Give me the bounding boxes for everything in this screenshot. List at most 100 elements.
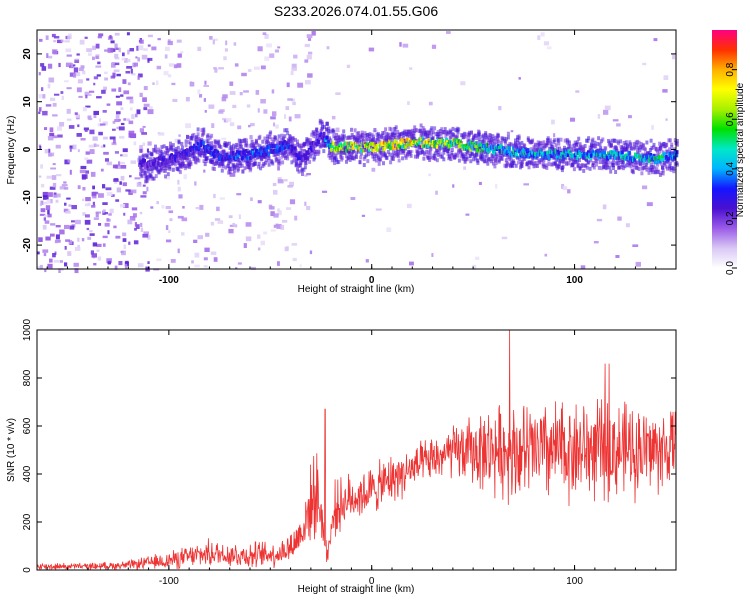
spectrogram-halo-cell: [303, 165, 307, 170]
spectrogram-halo-cell: [391, 157, 395, 161]
spectrogram-halo-cell: [420, 146, 424, 151]
spectrogram-halo-cell: [138, 155, 142, 160]
spectrogram-halo-cell: [329, 138, 333, 143]
spectrogram-halo-cell: [487, 144, 490, 148]
spectrogram-noise-cell: [77, 185, 81, 190]
spectrogram-halo-cell: [428, 151, 432, 156]
spectrogram-noise-cell: [73, 67, 79, 73]
spectrogram-halo-cell: [657, 153, 661, 157]
spectrogram-track-cell: [338, 147, 342, 152]
spectrogram-halo-cell: [169, 146, 173, 151]
spectrogram-halo-cell: [267, 155, 271, 160]
spectrogram-halo-cell: [402, 149, 406, 154]
spectrogram-halo-cell: [374, 151, 378, 156]
spectrogram-noise-cell: [475, 256, 480, 260]
spectrogram-track-cell: [577, 149, 581, 154]
spectrogram-noise-cell: [50, 167, 56, 170]
spectrogram-noise-cell: [156, 65, 162, 70]
spectrogram-halo-cell: [218, 151, 222, 156]
spectrogram-noise-cell: [185, 123, 191, 129]
spectrogram-halo-cell: [489, 159, 493, 164]
spectrogram-track-cell: [413, 139, 416, 144]
spectrogram-track-cell: [333, 148, 337, 153]
spectrogram-halo-cell: [144, 170, 148, 175]
spectrogram-track-cell: [314, 141, 318, 146]
spectrogram-noise-cell: [142, 142, 146, 146]
spectrogram-track-cell: [500, 145, 504, 150]
spectrogram-halo-cell: [241, 169, 245, 174]
spectrogram-halo-cell: [545, 165, 549, 170]
spectrogram-halo-cell: [614, 146, 618, 151]
spectrogram-halo-cell: [276, 138, 280, 143]
spectrogram-halo-cell: [199, 153, 203, 158]
spectrogram-track-cell: [205, 148, 209, 153]
spectrogram-halo-cell: [459, 148, 463, 153]
spectrogram-halo-cell: [618, 158, 622, 163]
spectrogram-halo-cell: [438, 152, 442, 157]
spectrogram-noise-cell: [43, 252, 47, 257]
spectrogram-halo-cell: [446, 149, 450, 154]
spectrogram-noise-cell: [163, 71, 169, 76]
spectrogram-noise-cell: [540, 32, 545, 37]
spectrogram-track-cell: [627, 156, 631, 161]
spectrogram-noise-cell: [113, 178, 119, 182]
spectrogram-halo-cell: [609, 169, 613, 174]
spectrogram-noise-cell: [139, 128, 144, 133]
spectrogram-halo-cell: [186, 156, 189, 161]
spectrogram-noise-cell: [371, 167, 376, 172]
spectrogram-halo-cell: [396, 149, 400, 154]
spectrogram-halo-cell: [391, 149, 395, 154]
spectrogram-halo-cell: [366, 159, 370, 164]
spectrogram-noise-cell: [78, 67, 84, 72]
spectrogram-noise-cell: [141, 132, 147, 135]
spectrogram-track-cell: [161, 161, 164, 166]
spectrogram-halo-cell: [675, 142, 679, 147]
spectrogram-noise-cell: [304, 201, 307, 206]
spectrogram-noise-cell: [51, 33, 56, 38]
spectrogram-halo-cell: [614, 170, 618, 174]
spectrogram-noise-cell: [115, 235, 121, 239]
spectrogram-noise-cell: [615, 255, 620, 258]
colorbar-label: Normalized spectral amplitude: [735, 82, 746, 217]
spectrogram-halo-cell: [487, 140, 490, 145]
spectrogram-halo-cell: [293, 155, 297, 159]
spectrogram-track-cell: [462, 144, 466, 149]
spectrogram-halo-cell: [564, 156, 568, 161]
spectrogram-halo-cell: [214, 140, 218, 145]
spectrogram-noise-cell: [299, 264, 302, 268]
spectrogram-noise-cell: [42, 249, 49, 253]
spectrogram-noise-cell: [137, 57, 140, 62]
spectrogram-track-cell: [242, 149, 246, 154]
spectrogram-halo-cell: [494, 160, 498, 165]
spectrogram-noise-cell: [197, 46, 202, 52]
spectrogram-noise-cell: [665, 118, 668, 121]
spectrogram-halo-cell: [659, 161, 663, 166]
spectrogram-noise-cell: [105, 187, 112, 191]
spectrogram-noise-cell: [125, 189, 131, 192]
spectrogram-halo-cell: [228, 166, 232, 171]
spectrogram-noise-cell: [266, 43, 272, 48]
colorbar: 0.00.20.40.60.8 Normalized spectral ampl…: [712, 30, 746, 275]
spectrogram-halo-cell: [660, 142, 664, 147]
spectrogram-noise-cell: [269, 53, 275, 58]
spectrogram-noise-cell: [199, 94, 203, 98]
spectrogram-track-cell: [444, 142, 447, 147]
spectrogram-noise-cell: [553, 133, 556, 138]
spectrogram-noise-cell: [97, 61, 101, 65]
spectrogram-track-cell: [289, 146, 293, 151]
spectrogram-noise-cell: [123, 90, 130, 95]
spectrogram-halo-cell: [285, 154, 289, 159]
spectrogram-noise-cell: [39, 203, 42, 207]
spectrogram-halo-cell: [258, 134, 262, 139]
spectrogram-halo-cell: [545, 143, 549, 148]
spectrogram-halo-cell: [239, 161, 243, 166]
spectrogram-halo-cell: [178, 170, 182, 175]
spectrogram-noise-cell: [273, 213, 279, 218]
spectrogram-noise-cell: [150, 206, 154, 209]
spectrogram-halo-cell: [187, 149, 191, 154]
spectrogram-track-cell: [478, 142, 482, 147]
spectrogram-noise-cell: [350, 197, 356, 200]
spectrogram-halo-cell: [235, 143, 239, 148]
spectrogram-track-cell: [399, 141, 403, 146]
spectrogram-track-cell: [183, 155, 187, 160]
